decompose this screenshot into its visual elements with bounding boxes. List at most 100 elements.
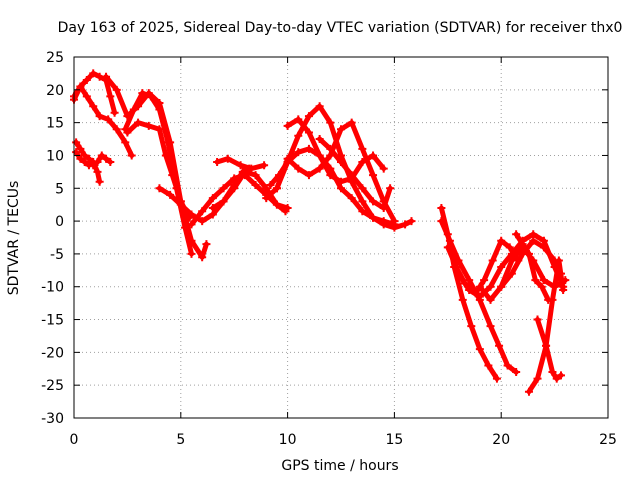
data-point [347,171,356,180]
data-point [369,171,378,180]
data-point [488,256,497,265]
data-point [247,164,256,173]
data-point [539,276,548,285]
series-trail [317,136,393,211]
data-point [294,131,303,140]
data-point [465,286,474,295]
data-point [386,184,395,193]
data-point [503,361,512,370]
data-point [452,263,461,272]
series-sat-k [213,154,269,173]
data-point [95,112,104,121]
data-point [458,295,467,304]
x-tick-label: 15 [385,432,403,448]
data-point [495,341,504,350]
y-tick-label: -20 [41,345,64,361]
data-point [467,322,476,331]
data-point [219,184,228,193]
data-point [294,115,303,124]
data-point [315,164,324,173]
data-point [213,158,222,167]
data-point [326,118,335,127]
data-point [155,125,164,134]
x-tick-label: 10 [279,432,297,448]
data-point [533,315,542,324]
data-point [475,282,484,291]
data-point [559,286,568,295]
data-point [89,102,98,111]
data-point [358,197,367,206]
x-tick-label: 20 [492,432,510,448]
data-point [379,217,388,226]
data-point [533,374,542,383]
series-trail [513,231,551,303]
data-point [315,151,324,160]
data-point [155,105,164,114]
x-tick-label: 0 [70,432,79,448]
data-point [358,144,367,153]
data-point [208,194,217,203]
data-point [176,200,185,209]
data-point [326,144,335,153]
series-trail [122,90,194,257]
data-point [337,184,345,193]
data-point [112,125,121,134]
y-tick-label: -15 [41,313,64,329]
y-tick-label: -10 [41,280,64,296]
data-point [198,217,207,226]
data-point [524,249,533,258]
data-point [123,128,132,137]
y-tick-label: 10 [46,148,64,164]
series-sat-w [512,230,553,304]
data-point [443,243,452,252]
data-point [480,276,489,285]
data-point [76,82,85,91]
y-tick-labels: -30 -25 -20 -15 -10 -5 0 5 10 15 20 25 [41,50,64,427]
data-point [484,361,493,370]
data-point [548,295,557,304]
data-point [219,197,228,206]
data-point [437,217,446,226]
axis-ticks [73,56,609,419]
data-point [208,203,217,212]
data-point [121,138,130,147]
data-point [537,282,546,291]
data-point [552,374,561,383]
data-point [181,223,190,232]
data-point [512,368,521,377]
series-trail [71,84,135,158]
data-point [260,161,269,170]
data-point [110,108,119,117]
data-point [379,203,388,212]
y-tick-label: 5 [55,181,64,197]
data-point [155,184,164,193]
data-point [497,263,506,272]
data-point [465,276,474,285]
data-point [548,368,557,377]
data-point [401,220,410,229]
data-point [161,151,170,160]
data-point [112,85,121,94]
data-point [512,230,521,239]
data-point [390,220,399,229]
series-trail [274,120,397,224]
data-point [315,102,324,111]
data-point [304,171,313,180]
series-sat-v [497,236,566,291]
plot-frame [73,56,609,419]
data-point [524,387,533,396]
data-point [76,154,85,163]
data-point [76,144,85,153]
data-point [202,240,211,249]
data-point [223,154,232,163]
data-point [72,138,81,147]
series-trail [210,169,288,214]
data-series [70,69,570,396]
x-axis-title: GPS time / hours [281,458,398,474]
chart-title: Day 163 of 2025, Sidereal Day-to-day VTE… [58,20,623,36]
data-point [304,128,313,137]
data-point [507,256,516,265]
data-point [486,295,495,304]
data-point [437,203,446,212]
